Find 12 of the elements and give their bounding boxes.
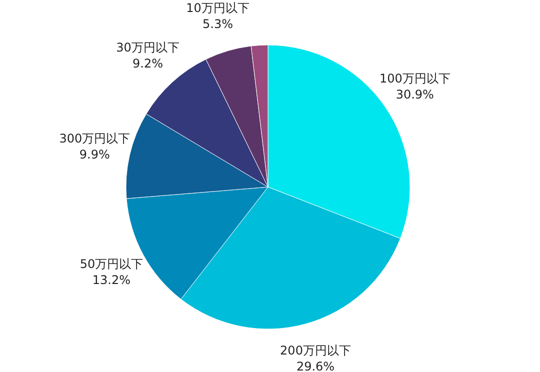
data-label: 29.6%: [296, 360, 335, 372]
slice-label: 200万円以下: [280, 344, 351, 358]
slice-label: 300万円以下: [59, 132, 130, 146]
slice-label: 100万円以下: [379, 71, 450, 86]
data-label: 5.3%: [202, 17, 234, 32]
slice-label: 10万円以下: [186, 1, 250, 16]
data-label: 30.9%: [396, 87, 434, 102]
data-label: 9.2%: [132, 56, 164, 71]
data-label: 9.9%: [79, 148, 110, 162]
slice-label: 30万円以下: [116, 40, 180, 55]
slice-label: 50万円以下: [80, 256, 144, 271]
data-label: 13.2%: [92, 272, 131, 287]
